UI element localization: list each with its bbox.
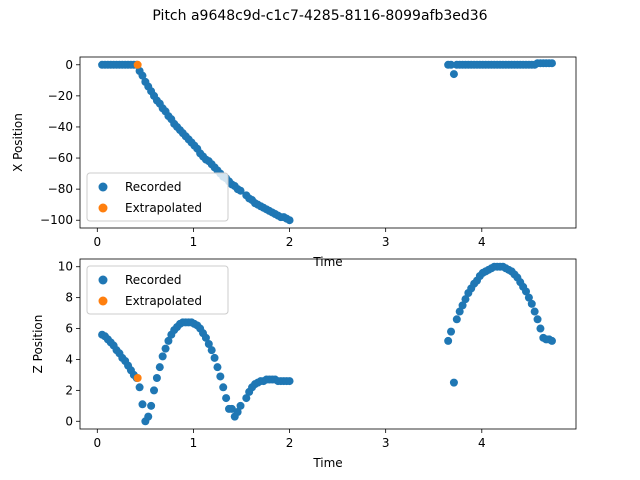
recorded-point xyxy=(285,377,294,386)
x-tick-label: 1 xyxy=(190,235,198,249)
recorded-point xyxy=(138,400,147,409)
x-tick-label: 0 xyxy=(93,235,101,249)
legend-label: Recorded xyxy=(125,180,181,194)
recorded-point xyxy=(524,293,533,302)
x-tick-label: 4 xyxy=(478,235,486,249)
plot-frame xyxy=(79,56,577,229)
y-tick-label: −20 xyxy=(48,89,73,103)
recorded-point xyxy=(447,60,456,69)
legend-marker xyxy=(98,182,108,192)
recorded-point xyxy=(147,401,156,410)
legend-box xyxy=(86,265,229,315)
recorded-point xyxy=(164,336,173,345)
recorded-point xyxy=(461,295,470,304)
recorded-point xyxy=(219,383,228,392)
recorded-point xyxy=(152,374,161,382)
recorded-point xyxy=(449,378,458,387)
recorded-point xyxy=(138,71,147,80)
legend: Recorded Extrapolated xyxy=(86,265,229,315)
y-tick-label: −60 xyxy=(48,151,73,165)
recorded-point xyxy=(210,353,219,362)
x-position-panel: 0 1 2 3 4 0 −20 −40 −60 −80 −100 Time X Position Reco… xyxy=(11,56,577,269)
y-tick-label: 10 xyxy=(58,260,73,274)
x-tick-label: 3 xyxy=(382,436,390,450)
x-axis-label: Time xyxy=(312,456,342,470)
legend-box xyxy=(86,172,229,222)
recorded-point xyxy=(530,307,539,316)
y-tick-label: 4 xyxy=(65,352,73,366)
y-tick-label: 0 xyxy=(65,414,73,428)
extrapolated-point xyxy=(133,60,142,69)
recorded-point xyxy=(527,299,536,308)
legend: Recorded Extrapolated xyxy=(86,172,229,222)
y-tick-label: 8 xyxy=(65,291,73,305)
y-tick-label: −100 xyxy=(40,213,73,227)
y-tick-label: −40 xyxy=(48,120,73,134)
legend-marker xyxy=(98,203,108,213)
recorded-point xyxy=(547,336,556,345)
y-tick-label: −80 xyxy=(48,182,73,196)
recorded-point xyxy=(285,216,294,225)
legend-marker xyxy=(98,275,108,285)
x-axis-label: Time xyxy=(312,255,342,269)
legend-label: Recorded xyxy=(125,273,181,287)
recorded-point xyxy=(547,59,556,68)
extrapolated-point xyxy=(133,374,142,382)
z-position-panel: 0 1 2 3 4 0 2 4 6 8 10 Time Z Position Recorded Extrap… xyxy=(31,258,577,470)
recorded-point xyxy=(242,394,251,403)
recorded-point xyxy=(213,363,222,372)
recorded-point xyxy=(135,383,144,392)
y-axis-label: Z Position xyxy=(31,315,45,374)
y-tick-label: 6 xyxy=(65,322,73,336)
recorded-point xyxy=(533,315,542,324)
recorded-point xyxy=(150,386,159,395)
figure-title: Pitch a9648c9d-c1c7-4285-8116-8099afb3ed… xyxy=(152,8,488,24)
legend-label: Extrapolated xyxy=(125,294,202,308)
x-tick-label: 0 xyxy=(93,436,101,450)
y-tick-label: 0 xyxy=(65,58,73,72)
recorded-point xyxy=(216,372,225,381)
recorded-point xyxy=(455,307,464,316)
recorded-point xyxy=(449,70,458,79)
plot-frame xyxy=(79,258,577,430)
recorded-point xyxy=(155,363,164,372)
recorded-point xyxy=(144,412,153,421)
recorded-point xyxy=(233,408,242,416)
x-tick-label: 1 xyxy=(190,436,198,450)
recorded-point xyxy=(201,333,210,342)
x-tick-label: 2 xyxy=(286,235,294,249)
recorded-point xyxy=(536,324,545,333)
recorded-point xyxy=(444,336,453,345)
recorded-point xyxy=(447,327,456,336)
recorded-point xyxy=(207,346,216,355)
x-tick-label: 3 xyxy=(382,235,390,249)
x-tick-label: 2 xyxy=(286,436,294,450)
recorded-point xyxy=(204,340,213,348)
recorded-point xyxy=(236,186,245,195)
recorded-point xyxy=(161,344,170,353)
recorded-point xyxy=(452,315,461,324)
x-tick-label: 4 xyxy=(478,436,486,450)
legend-label: Extrapolated xyxy=(125,201,202,215)
legend-marker xyxy=(98,296,108,306)
recorded-point xyxy=(458,301,467,310)
recorded-point xyxy=(236,401,245,410)
recorded-point xyxy=(222,394,231,403)
recorded-point xyxy=(158,352,167,361)
y-tick-label: 2 xyxy=(65,383,73,397)
recorded-point xyxy=(522,287,531,296)
y-axis-label: X Position xyxy=(11,113,25,172)
